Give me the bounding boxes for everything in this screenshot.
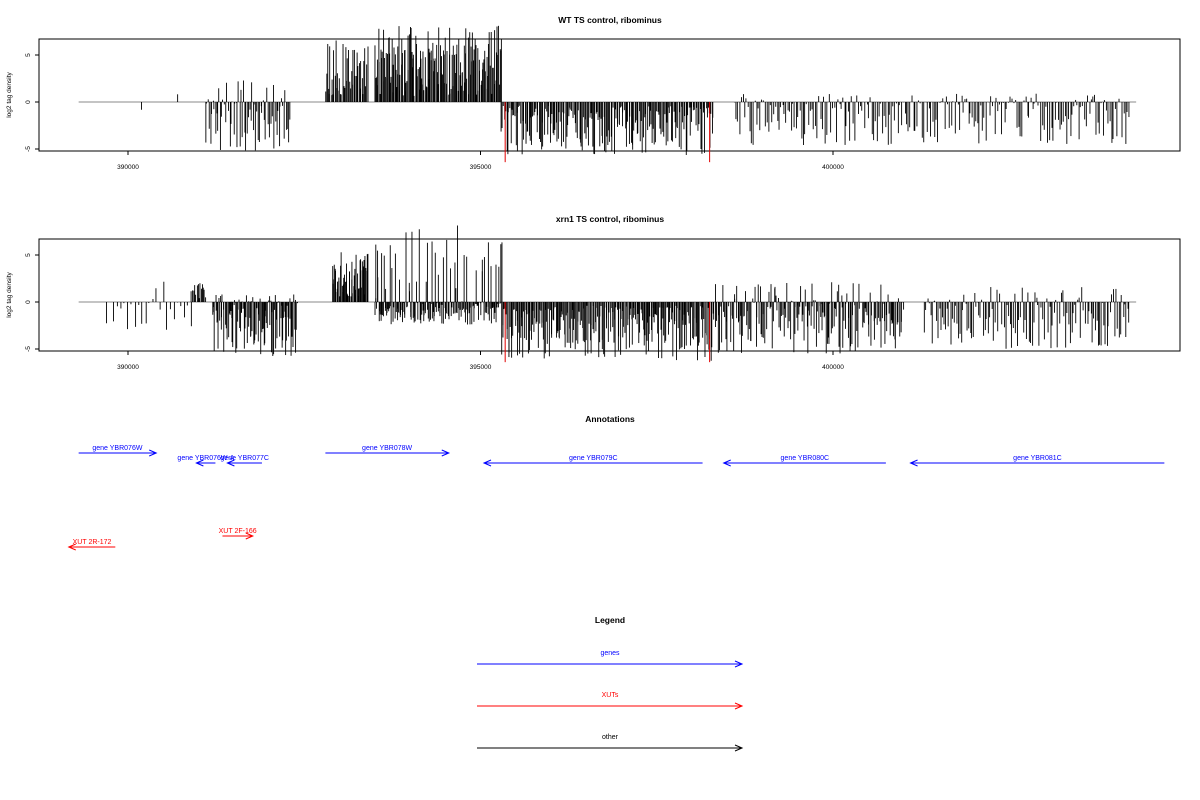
panel-wt-axes: -5 0 5 390000 395000 400000 [25, 53, 844, 171]
annotation-label: XUT 2F-166 [219, 528, 257, 535]
panel-xrn1-bars [78, 225, 1137, 363]
feature-arrow-head [441, 449, 451, 457]
feature-arrow-head [245, 532, 255, 540]
annotation-feature: gene YBR080C [722, 455, 886, 467]
x-tick-label: 400000 [822, 164, 844, 171]
annotation-feature: gene YBR076W [78, 445, 158, 457]
y-tick-label: 0 [25, 300, 32, 304]
panel-wt-ylabel: log2 tag density [6, 71, 13, 117]
annotation-label: gene YBR078W [362, 445, 412, 452]
annotation-label: gene YBR076W-A [177, 455, 234, 462]
panel-wt-frame [38, 38, 1181, 152]
feature-arrow-head [67, 543, 76, 551]
annotation-feature: gene YBR079C [482, 455, 703, 467]
y-tick-label: 0 [25, 100, 32, 104]
panel-wt-bars [78, 25, 1137, 163]
x-tick-label: 395000 [470, 164, 492, 171]
legend-item: other [477, 734, 744, 752]
legend-title: Legend [595, 615, 625, 625]
x-tick-label: 395000 [470, 364, 492, 371]
feature-arrow-head [482, 459, 492, 467]
legend-panel: Legend genes XUTs other [477, 615, 744, 752]
feature-arrow-head [722, 459, 731, 467]
legend-items: genes XUTs other [477, 650, 744, 752]
legend-label: other [602, 734, 619, 741]
y-tick-label: 5 [25, 53, 32, 57]
annotation-feature: gene YBR078W [325, 445, 451, 457]
panel-xrn1-title: xrn1 TS control, ribominus [556, 214, 664, 224]
annotation-feature: XUT 2R-172 [67, 539, 116, 551]
panel-wt-title: WT TS control, ribominus [558, 15, 662, 25]
annotation-label: gene YBR081C [1013, 455, 1062, 462]
panel-wt: WT TS control, ribominus log2 tag densit… [6, 15, 1181, 171]
y-tick-label: 5 [25, 253, 32, 257]
annotation-label: gene YBR080C [781, 455, 830, 462]
legend-item: genes [477, 650, 744, 668]
annotations-title: Annotations [585, 414, 635, 424]
annotation-label: XUT 2R-172 [73, 539, 112, 546]
x-tick-label: 390000 [117, 164, 139, 171]
annotation-label: gene YBR079C [569, 455, 618, 462]
panel-xrn1: xrn1 TS control, ribominus log2 tag dens… [6, 214, 1181, 371]
annotation-feature: gene YBR076W-A [177, 455, 235, 467]
y-tick-label: -5 [25, 146, 32, 152]
panel-xrn1-ylabel: log2 tag density [6, 271, 13, 317]
panel-xrn1-frame [38, 238, 1181, 352]
x-tick-label: 400000 [822, 364, 844, 371]
feature-arrow-head [734, 702, 744, 710]
feature-arrow-head [909, 459, 918, 467]
feature-arrow-head [734, 660, 744, 668]
annotation-label: gene YBR077C [220, 455, 269, 462]
legend-item: XUTs [477, 692, 744, 710]
feature-arrow-head [226, 459, 235, 467]
annotation-feature: gene YBR081C [909, 455, 1165, 467]
x-tick-label: 390000 [117, 364, 139, 371]
legend-label: XUTs [602, 692, 619, 699]
legend-label: genes [600, 650, 620, 657]
feature-arrow-head [195, 459, 204, 467]
panel-xrn1-axes: -5 0 5 390000 395000 400000 [25, 253, 844, 371]
annotation-feature: gene YBR077C [220, 455, 269, 467]
annotation-label: gene YBR076W [92, 445, 142, 452]
annotation-feature: XUT 2F-166 [219, 528, 257, 540]
feature-arrow-head [149, 449, 158, 457]
y-tick-label: -5 [25, 346, 32, 352]
feature-arrow-head [734, 744, 744, 752]
